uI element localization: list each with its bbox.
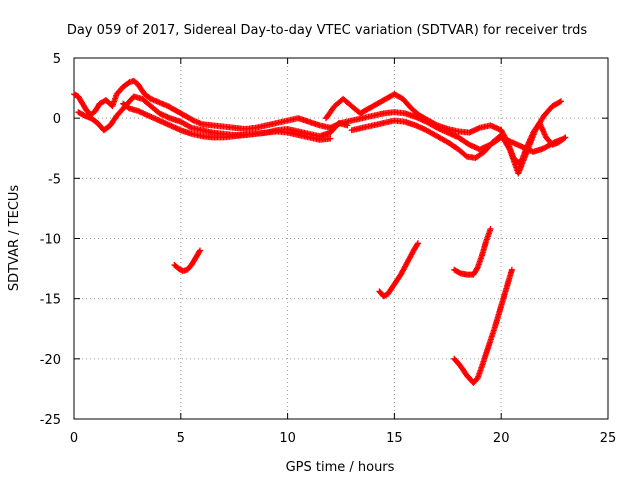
chart-title: Day 059 of 2017, Sidereal Day-to-day VTE… xyxy=(67,23,588,38)
y-tick-label: 0 xyxy=(53,112,61,127)
axis-ticks: 0 5 10 15 20 25 -25 -20 -15 -10 -5 0 5 xyxy=(40,52,617,446)
series-track-C xyxy=(120,100,334,143)
data-point xyxy=(196,248,203,255)
series-arc-14h xyxy=(376,240,421,300)
x-tick-label: 5 xyxy=(177,431,185,446)
data-point xyxy=(562,134,569,141)
x-tick-label: 15 xyxy=(386,431,403,446)
y-tick-label: -25 xyxy=(40,413,61,428)
x-tick-label: 25 xyxy=(600,431,617,446)
data-point xyxy=(327,135,334,142)
series-track-A xyxy=(71,77,334,132)
x-tick-label: 10 xyxy=(279,431,296,446)
data-series xyxy=(71,77,569,386)
x-axis-title: GPS time / hours xyxy=(286,460,395,475)
x-tick-label: 20 xyxy=(493,431,510,446)
y-tick-label: -5 xyxy=(48,172,61,187)
data-point xyxy=(503,137,510,144)
data-point xyxy=(197,247,203,254)
series-arc-19h xyxy=(451,266,515,386)
series-arc-5h xyxy=(171,247,203,274)
data-point xyxy=(414,241,421,248)
y-tick-label: 5 xyxy=(53,52,61,67)
y-tick-label: -15 xyxy=(40,293,61,308)
data-point xyxy=(561,135,568,142)
data-point xyxy=(474,265,480,272)
x-tick-label: 0 xyxy=(70,431,78,446)
data-point xyxy=(508,266,515,273)
data-point xyxy=(556,99,563,105)
data-point xyxy=(487,225,494,232)
series-track-G xyxy=(498,120,569,167)
data-point xyxy=(558,98,564,105)
y-axis-title: SDTVAR / TECUs xyxy=(7,185,22,292)
y-tick-label: -10 xyxy=(40,233,61,248)
data-point xyxy=(414,240,421,247)
series-arc-18h xyxy=(451,225,494,278)
y-tick-label: -20 xyxy=(40,353,61,368)
